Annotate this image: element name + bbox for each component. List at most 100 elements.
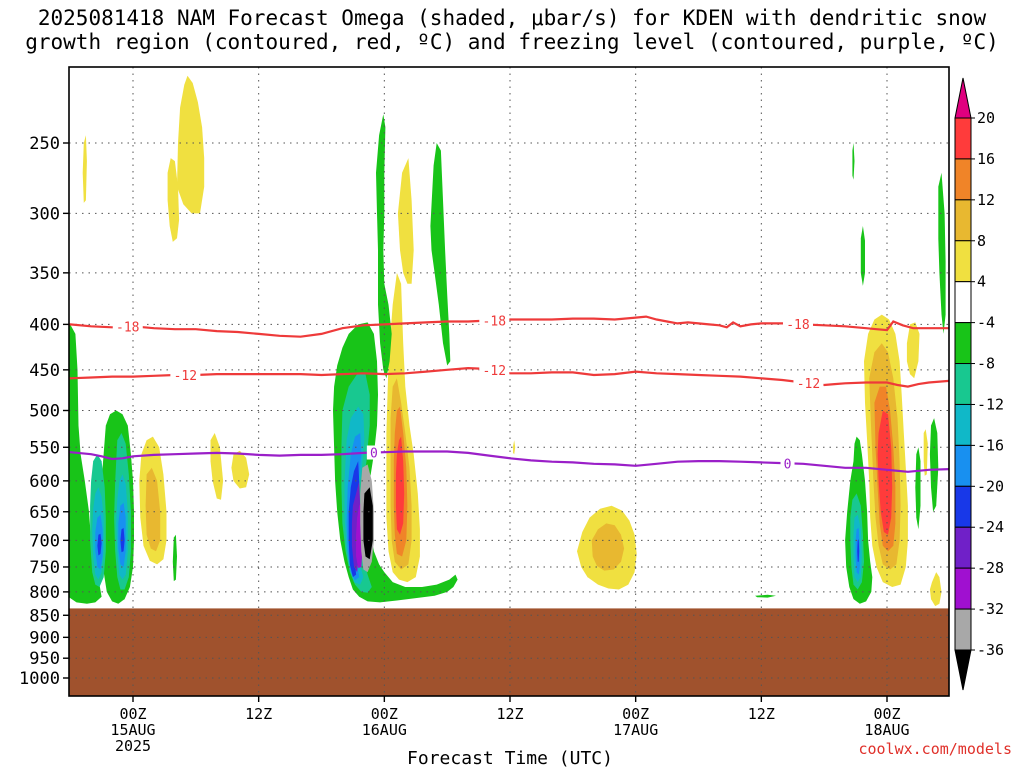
x-axis-label: Forecast Time (UTC) [407,748,613,768]
omega-region [363,487,373,560]
y-tick-label: 900 [29,628,60,648]
omega-region [877,410,893,535]
omega-region [923,429,928,476]
colorbar-bin [954,281,972,324]
omega-region [430,143,451,366]
colorbar-bin [954,526,972,569]
x-tick-label: 12Z [748,705,775,723]
x-tick-label: 00Z [371,705,398,723]
omega-region [513,440,516,455]
colorbar-tick-label: 12 [977,191,995,209]
contour-label-background [793,376,824,391]
colorbar-tick-label: -32 [977,600,1004,618]
colorbar-bin [954,240,972,283]
omega-shading-layer [69,75,946,607]
omega-region [929,418,939,512]
contour-label: -12 [797,377,820,392]
contour-label: 0 [14,443,22,458]
x-tick-label: 00Z [622,705,649,723]
colorbar-tick-label: 4 [977,273,986,291]
contour-label-background [479,313,510,328]
colorbar-bin [954,403,972,446]
contour-label-background [11,442,25,456]
omega-region [852,143,855,180]
colorbar-tick-label: 8 [977,232,986,250]
x-tick-label: 16AUG [362,721,407,739]
omega-region [857,539,860,562]
colorbar-bin [954,485,972,528]
y-tick-label: 750 [29,558,60,578]
contour-label: -18 [786,318,809,333]
grid-layer [69,67,949,696]
contour-label-background [782,317,813,332]
chart-title-line-2: growth region (contoured, red, ºC) and f… [25,30,999,54]
contour-label: -12 [483,364,506,379]
colorbar: 20 16 12 8 4 -4 -8 -12 -16 -20 -24 -28 -32 -36 [954,77,1004,691]
plot-frame [68,66,950,697]
y-tick-label: 700 [29,531,60,551]
colorbar-bin [954,117,972,160]
x-tick-label: 2025 [115,737,151,755]
y-tick-label: 850 [29,606,60,626]
contour-label-background [112,319,143,334]
y-tick-label: 1000 [19,669,60,689]
contour-label: -12 [174,369,197,384]
colorbar-bin [954,322,972,365]
contour-label: -18 [116,321,139,336]
colorbar-tick-label: -28 [977,559,1004,577]
y-tick-label: 950 [29,649,60,669]
omega-region [906,322,920,379]
omega-region [167,158,180,242]
y-tick-label: 250 [29,134,60,154]
omega-region [860,226,865,286]
colorbar-bin [954,608,972,651]
omega-region [69,323,102,604]
omega-region [376,114,392,379]
y-tick-label: 650 [29,503,60,523]
colorbar-bin [954,567,972,610]
colorbar-tick-label: -8 [977,355,995,373]
omega-region [929,572,942,607]
colorbar-bin [954,363,972,405]
colorbar-bin [954,158,972,201]
omega-region [755,594,776,598]
y-axis: 2503003504004505005506006507007508008509… [19,134,69,689]
contour-line [69,315,949,338]
colorbar-bin [954,199,972,242]
y-tick-label: 500 [29,402,60,422]
colorbar-top-arrow [954,77,972,119]
omega-region [82,135,87,203]
y-tick-label: 800 [29,583,60,603]
y-tick-label: 550 [29,438,60,458]
chart-title: 2025081418 NAM Forecast Omega (shaded, μ… [0,6,1024,54]
omega-region [97,533,102,556]
contour-label-background [479,363,510,378]
terrain-below-surface [69,608,949,696]
colorbar-bin [954,444,972,487]
colorbar-tick-label: -4 [977,314,995,332]
omega-region [395,436,405,535]
colorbar-tick-label: -24 [977,518,1004,536]
omega-region [591,523,625,571]
y-tick-label: 300 [29,204,60,224]
terrain-layer [69,608,949,696]
omega-region [397,158,414,284]
colorbar-tick-label: -36 [977,641,1004,659]
colorbar-tick-label: 16 [977,150,995,168]
contour-line [69,450,949,473]
contour-label: 0 [784,457,792,472]
colorbar-bottom-arrow [954,649,972,691]
contour-label: -18 [483,314,506,329]
y-tick-label: 350 [29,264,60,284]
omega-region [177,75,205,214]
colorbar-tick-label: -16 [977,436,1004,454]
omega-region [145,467,161,552]
colorbar-tick-label: 20 [977,109,995,127]
x-tick-label: 00Z [119,705,146,723]
y-tick-label: 400 [29,315,60,335]
y-tick-label: 600 [29,472,60,492]
x-tick-label: 12Z [496,705,523,723]
contour-label-background [780,456,795,471]
